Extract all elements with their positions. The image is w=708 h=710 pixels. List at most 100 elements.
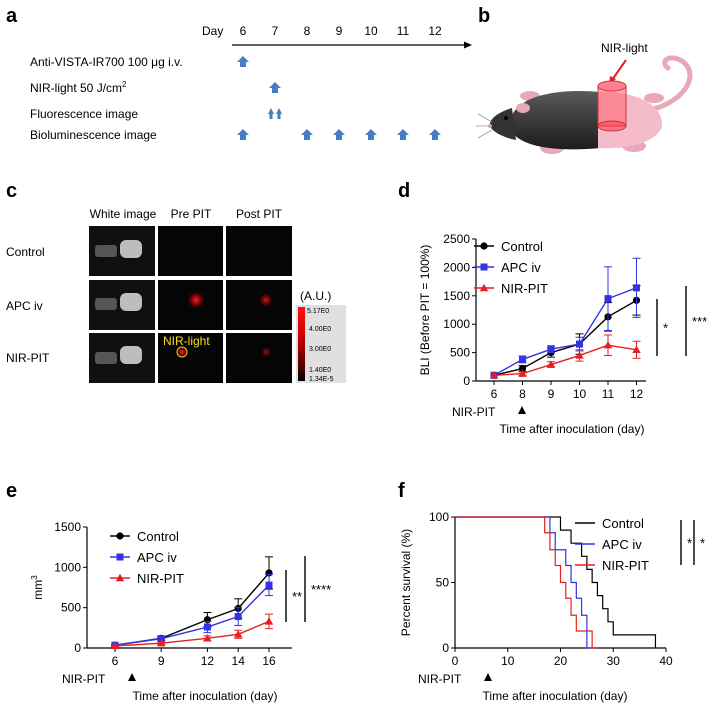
legend-marker (480, 263, 488, 271)
day-tick-9: 9 (336, 24, 343, 38)
x-axis-label: Time after inoculation (day) (133, 689, 278, 703)
panel-d-label: d (398, 180, 410, 202)
y-tick-label: 1000 (54, 560, 81, 574)
panel-c-label: c (6, 180, 17, 202)
data-point (547, 345, 555, 353)
y-tick-label: 0 (74, 641, 81, 655)
y-axis-label: BLI (Before PIT = 100%) (418, 245, 432, 376)
schedule-row-label: Anti-VISTA-IR700 100 μg i.v. (30, 55, 183, 69)
mouse-paw-back (644, 93, 664, 103)
significance-mark: * (700, 536, 705, 551)
data-point (203, 634, 212, 642)
y-axis-label: mm3 (30, 575, 45, 600)
legend-label: NIR-PIT (602, 558, 649, 573)
chart-e: 0 500 1000 1500 6 9 12 14 16 mm3 Time after inocul… (30, 520, 331, 703)
data-point (234, 630, 243, 638)
x-tick-label: 8 (519, 387, 526, 401)
y-tick-label: 1500 (54, 520, 81, 534)
y-axis-label-sup: 3 (30, 575, 39, 580)
schedule-arrow (237, 56, 249, 67)
series-line-1 (493, 287, 637, 376)
mouse-eye (504, 116, 508, 120)
col-white-image: White image (90, 207, 157, 221)
mouse-whiskers (476, 113, 493, 139)
schedule-arrow (237, 129, 249, 140)
data-point (489, 371, 499, 379)
legend-label: APC iv (137, 550, 177, 565)
series-line-0 (493, 299, 637, 377)
schedule-row-sup: 2 (122, 80, 127, 89)
data-point (157, 638, 166, 647)
schedule-arrow (397, 129, 409, 140)
x-tick-label: 10 (501, 654, 515, 668)
legend-marker (480, 242, 488, 250)
series-line-0 (455, 516, 657, 648)
row-nir-pit: NIR-PIT (6, 351, 50, 365)
legend-label: Control (602, 516, 644, 531)
x-tick-label: 10 (573, 387, 587, 401)
data-point (234, 613, 242, 621)
col-post-pit: Post PIT (236, 207, 283, 221)
legend-label: APC iv (602, 537, 642, 552)
panel-b: b NIR-light (476, 5, 693, 154)
data-point (604, 295, 612, 303)
y-axis-label-text: BLI (Before PIT = 100%) (418, 245, 432, 376)
day-tick-12: 12 (428, 24, 442, 38)
panel-e-label: e (6, 480, 17, 502)
treatment-marker (484, 673, 492, 681)
panel-f-label: f (398, 480, 405, 502)
x-axis-label: Time after inoculation (day) (483, 689, 628, 703)
treatment-marker (128, 673, 136, 681)
mouse-illustration (476, 55, 693, 154)
data-point (632, 345, 641, 353)
legend-marker (479, 283, 489, 292)
day-tick-8: 8 (304, 24, 311, 38)
schedule-arrow (301, 129, 313, 140)
x-axis-label: Time after inoculation (day) (500, 422, 645, 436)
mouse-ear (516, 103, 530, 113)
significance-mark: * (687, 536, 692, 551)
day-tick-6: 6 (240, 24, 247, 38)
light-cylinder-bottom (597, 120, 627, 132)
cbar-tick-max: 5.17E0 (307, 308, 329, 315)
legend-label: Control (137, 529, 179, 544)
mouse-silhouette-bright (120, 346, 142, 364)
y-tick-label: 1000 (443, 317, 470, 331)
mouse-silhouette (95, 245, 117, 257)
mouse-silhouette (95, 352, 117, 364)
panel-e: e 0 500 1000 1500 6 9 12 14 16 mm3 Time after inoc… (6, 480, 331, 703)
mouse-tail (647, 55, 693, 113)
y-tick-label: 500 (61, 601, 81, 615)
cbar-tick-3: 3.00E0 (309, 346, 331, 353)
img-nirpit-pre (158, 333, 223, 383)
cbar-tick-min: 1.34E-5 (309, 376, 334, 383)
panel-a: a Day 6 7 8 9 10 11 12 Anti-VISTA-IR700 100 μg… (6, 5, 472, 142)
mouse-head (489, 108, 516, 140)
schedule-row-label: Bioluminescence image (30, 128, 157, 142)
nir-light-pointer (611, 59, 627, 81)
series-line-1 (114, 584, 270, 646)
x-tick-label: 40 (659, 654, 673, 668)
panel-b-label: b (478, 5, 490, 27)
img-apc-post (226, 280, 292, 330)
colorbar (298, 307, 305, 381)
y-axis-label-text: mm (31, 580, 45, 600)
schedule-arrow (268, 108, 274, 119)
img-control-post (226, 226, 292, 276)
legend-marker (116, 553, 124, 561)
mouse-silhouette (95, 298, 117, 310)
series-line-2 (493, 344, 637, 377)
signal-nirpit-post (260, 346, 272, 358)
data-point (157, 635, 165, 643)
legend-label: NIR-PIT (501, 281, 548, 296)
y-tick-label: 2500 (443, 232, 470, 246)
legend-label: APC iv (501, 260, 541, 275)
data-point (518, 364, 527, 373)
data-point (633, 284, 640, 292)
x-tick-label: 11 (602, 387, 615, 401)
significance-mark: ** (292, 589, 302, 604)
nir-light-label: NIR-light (601, 41, 648, 55)
data-point (265, 581, 273, 589)
legend-label: Control (501, 239, 543, 254)
